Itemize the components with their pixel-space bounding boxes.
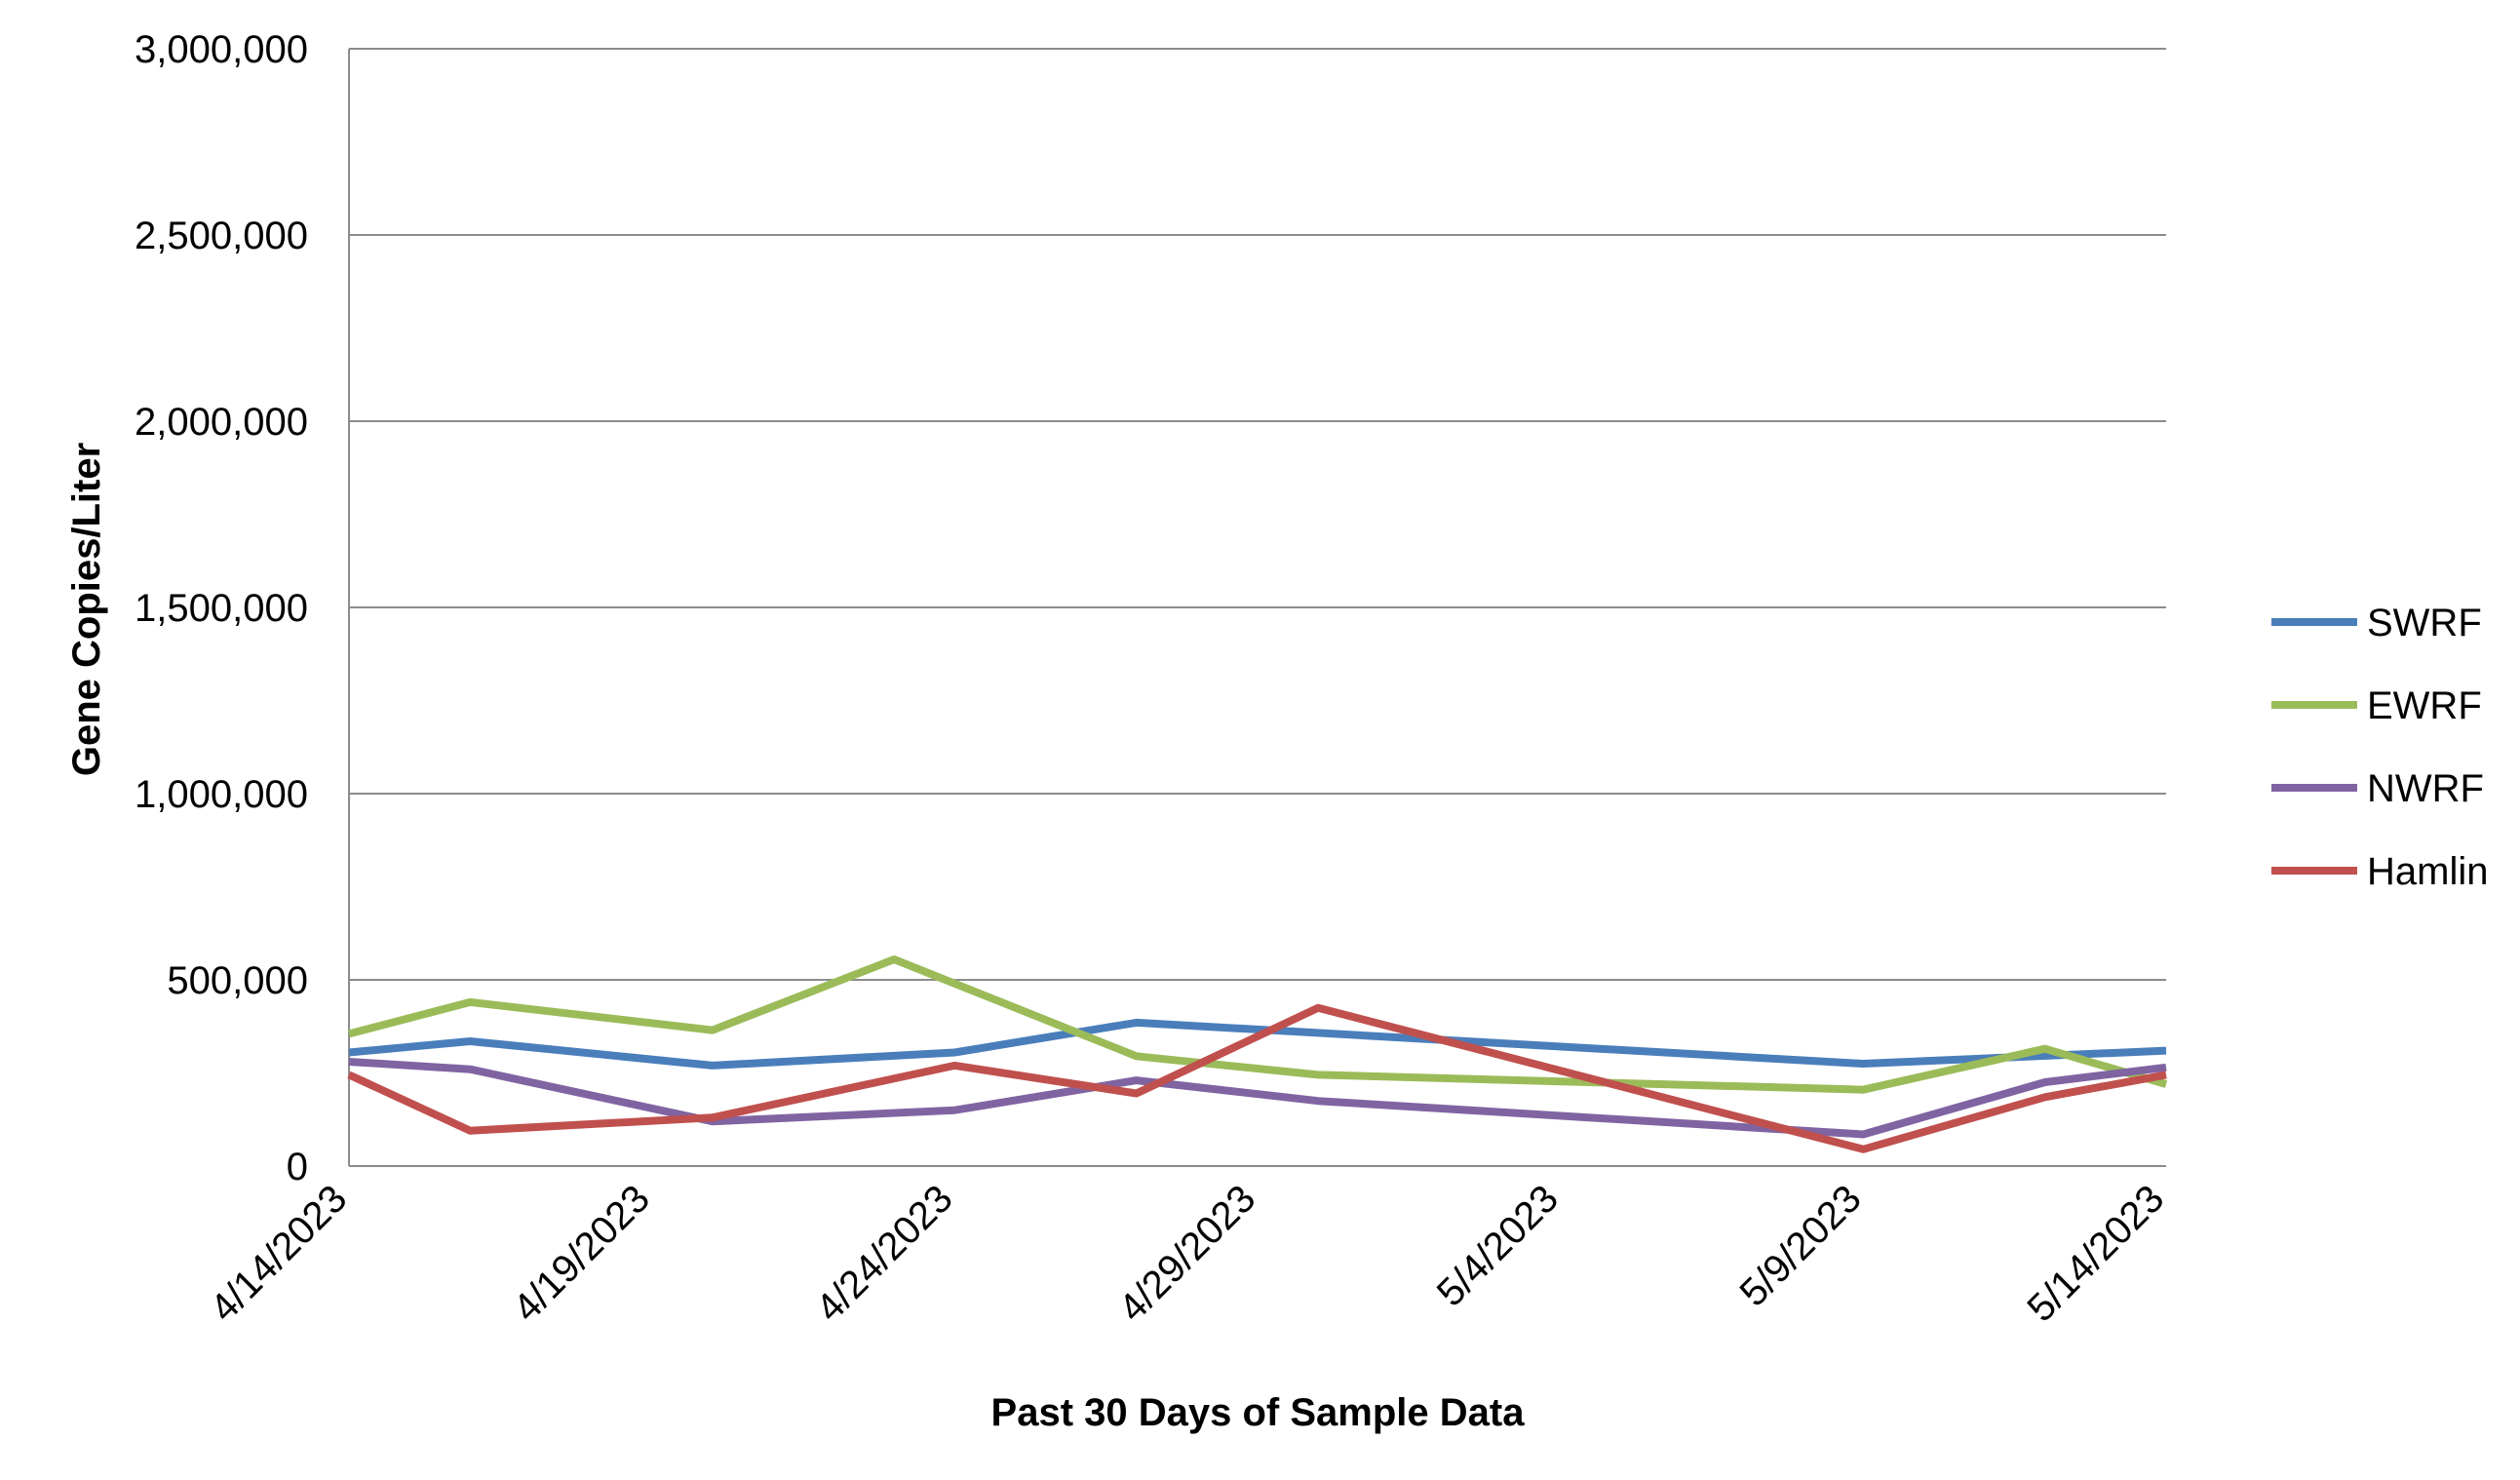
y-tick-label: 3,000,000 <box>135 28 308 71</box>
y-tick-label: 1,000,000 <box>135 773 308 816</box>
series-line-ewrf <box>347 955 2168 1094</box>
x-tick-label: 5/9/2023 <box>1731 1177 1869 1314</box>
legend-label: Hamlin <box>2367 850 2488 893</box>
legend: SWRF EWRF NWRF Hamlin <box>2271 602 2488 893</box>
x-tick-label: 4/24/2023 <box>808 1177 961 1330</box>
y-axis-title: Gene Copies/Liter <box>65 443 108 776</box>
y-axis-tick-labels: 0 500,000 1,000,000 1,500,000 2,000,000 2,500… <box>135 28 308 1188</box>
x-tick-label: 5/14/2023 <box>2019 1177 2172 1330</box>
y-tick-label: 500,000 <box>167 959 308 1002</box>
series-lines <box>347 955 2168 1153</box>
gridlines <box>348 48 2166 1167</box>
x-tick-label: 4/14/2023 <box>202 1177 355 1330</box>
x-axis-tick-labels: 4/14/2023 4/19/2023 4/24/2023 4/29/2023 5/4/… <box>202 1177 2172 1330</box>
legend-label: EWRF <box>2367 684 2482 727</box>
legend-label: NWRF <box>2367 767 2484 810</box>
x-tick-label: 5/4/2023 <box>1429 1177 1567 1314</box>
series-line-swrf <box>348 1018 2167 1070</box>
y-tick-label: 2,500,000 <box>135 214 308 257</box>
y-tick-label: 2,000,000 <box>135 401 308 444</box>
x-tick-label: 4/29/2023 <box>1110 1177 1263 1330</box>
x-axis-title: Past 30 Days of Sample Data <box>991 1391 1526 1434</box>
x-tick-label: 4/19/2023 <box>505 1177 658 1330</box>
y-tick-label: 1,500,000 <box>135 587 308 630</box>
series-line-nwrf <box>348 1058 2167 1139</box>
y-tick-label: 0 <box>287 1146 308 1188</box>
legend-label: SWRF <box>2367 602 2482 644</box>
series-line-hamlin <box>347 1003 2167 1153</box>
